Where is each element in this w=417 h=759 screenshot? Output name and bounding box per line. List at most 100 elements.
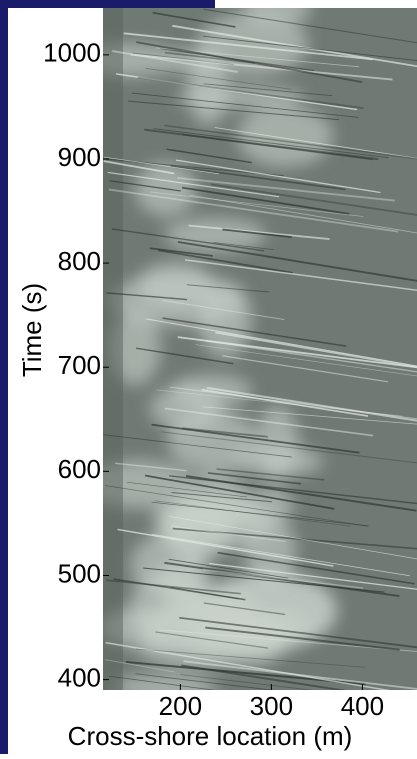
stripe — [217, 551, 415, 585]
stripe — [135, 673, 276, 690]
stripe — [183, 660, 417, 690]
stripe — [158, 629, 417, 652]
light-patch — [113, 673, 217, 690]
stripe — [103, 156, 219, 175]
light-patch — [137, 261, 214, 308]
stripe — [172, 527, 417, 550]
stripe — [205, 340, 417, 373]
stripe — [137, 76, 364, 110]
stripe — [106, 579, 241, 595]
light-patch — [175, 86, 305, 109]
stripe — [109, 180, 181, 192]
stripe — [170, 165, 346, 191]
stripe — [203, 406, 417, 425]
x-tick-label: 200 — [159, 691, 202, 721]
stripe — [150, 191, 364, 217]
stripe — [184, 259, 417, 291]
stripe — [151, 501, 369, 527]
stripe — [216, 468, 325, 481]
stripe — [203, 8, 417, 44]
y-tick-label: 400 — [58, 662, 101, 692]
stripe — [203, 83, 333, 97]
stripe — [157, 249, 293, 274]
x-tick-label: 300 — [250, 691, 293, 721]
stripe — [203, 602, 286, 616]
stripe — [162, 317, 347, 347]
stripe — [168, 515, 417, 560]
stripe — [171, 491, 272, 503]
stripe — [168, 558, 289, 579]
stripe — [222, 228, 292, 239]
stripe — [111, 228, 265, 252]
light-patch — [135, 162, 197, 217]
stripe — [109, 675, 216, 690]
y-tick-label: 600 — [58, 454, 101, 484]
stripe — [177, 177, 395, 202]
y-axis-label: Time (s) — [17, 283, 47, 377]
stripe — [203, 35, 417, 62]
top-strip — [215, 0, 417, 8]
stripe — [128, 100, 339, 121]
stripe — [222, 355, 389, 383]
stripe — [202, 568, 364, 589]
stripe — [179, 616, 417, 649]
y-tick-label: 1000 — [43, 38, 101, 68]
stripe — [215, 331, 417, 368]
stripe — [175, 159, 381, 194]
stripe — [181, 664, 347, 690]
stripe — [108, 188, 399, 233]
stripe — [105, 641, 391, 690]
y-tick-label: 500 — [58, 558, 101, 588]
stripe — [166, 148, 252, 164]
stripe — [104, 485, 368, 527]
stripe — [145, 67, 292, 90]
stripe — [153, 128, 389, 159]
stripe — [156, 389, 403, 417]
stripe — [151, 423, 360, 454]
stripe — [182, 186, 350, 215]
stripe — [170, 525, 286, 543]
light-patches — [103, 8, 338, 690]
stripe — [152, 11, 236, 28]
stripe — [136, 41, 363, 84]
stripe — [170, 586, 239, 600]
light-patch — [103, 460, 193, 509]
stripe — [214, 127, 417, 159]
stripe — [130, 53, 393, 81]
stripe — [149, 247, 213, 257]
stripe — [104, 659, 175, 673]
stripe — [180, 674, 314, 690]
stripe — [206, 386, 417, 422]
stripe — [103, 160, 175, 175]
y-tick-label: 800 — [58, 246, 101, 276]
y-tick-label: 700 — [58, 350, 101, 380]
stripe — [112, 50, 238, 73]
stripe — [135, 347, 234, 365]
light-patch — [197, 282, 252, 358]
stripe — [210, 183, 417, 216]
stripe — [123, 32, 373, 61]
stripe — [114, 462, 187, 472]
stripe — [164, 561, 400, 598]
stripe — [131, 92, 359, 118]
stripe — [201, 388, 369, 417]
stripe — [135, 648, 365, 668]
stripe — [207, 472, 302, 485]
stripe — [182, 427, 268, 438]
stripe — [195, 344, 417, 377]
stripe — [117, 528, 334, 567]
stripe — [160, 431, 417, 464]
stripe — [132, 52, 234, 65]
stripe — [144, 474, 335, 510]
stripe — [188, 224, 330, 240]
stripe — [164, 124, 417, 160]
light-patch — [236, 105, 334, 167]
x-tick-label: 400 — [341, 691, 384, 721]
light-patch — [149, 386, 223, 430]
stripe — [186, 284, 270, 293]
stripe — [107, 171, 280, 198]
x-axis-label: Cross-shore location (m) — [68, 721, 353, 751]
timestack-image — [103, 8, 417, 690]
stripe — [209, 562, 417, 590]
